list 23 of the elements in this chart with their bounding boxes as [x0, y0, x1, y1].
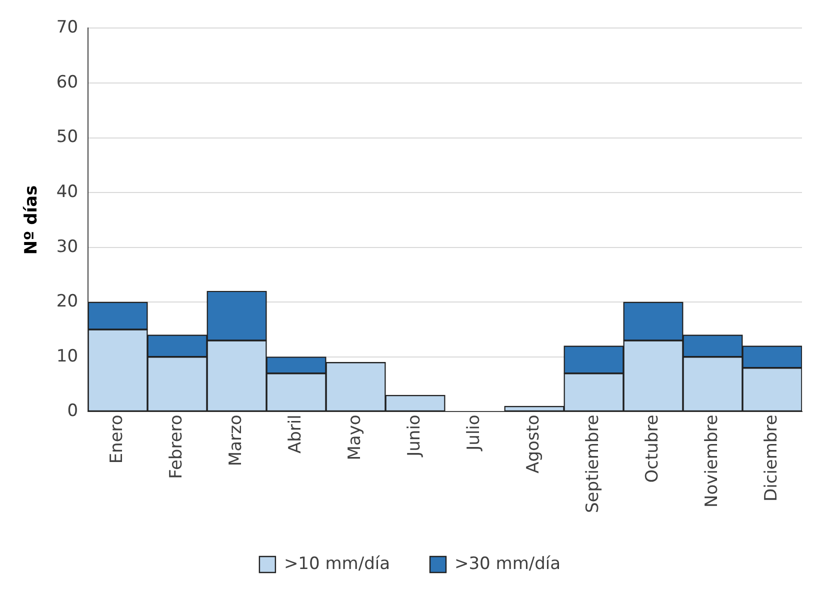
x-tick-label: Diciembre: [762, 414, 782, 502]
y-tick-label: 30: [56, 236, 78, 257]
x-tick-label: Octubre: [642, 414, 663, 483]
x-tick-label: Marzo: [226, 414, 246, 466]
x-tick-label: Mayo: [345, 414, 366, 460]
x-tick-label: Julio: [464, 414, 484, 452]
x-tick-label: Agosto: [524, 414, 544, 474]
y-tick-label: 10: [56, 346, 78, 366]
x-tick-label: Abril: [286, 414, 306, 454]
y-tick-label: 40: [56, 182, 78, 202]
y-tick-label: 70: [56, 18, 78, 38]
y-tick-label: 0: [67, 401, 78, 422]
legend-label: >10 mm/día: [284, 554, 390, 574]
y-tick-label: 50: [56, 127, 78, 148]
x-tick-label: Junio: [404, 414, 425, 458]
x-tick-label: Noviembre: [702, 414, 722, 508]
x-tick-label: Enero: [107, 414, 128, 464]
y-axis-title: Nº días: [22, 185, 42, 255]
y-tick-label: 60: [56, 72, 78, 92]
x-tick-label: Septiembre: [583, 414, 604, 514]
legend-label: >30 mm/día: [454, 554, 561, 574]
x-tick-label: Febrero: [166, 414, 187, 479]
y-tick-label: 20: [56, 292, 78, 312]
